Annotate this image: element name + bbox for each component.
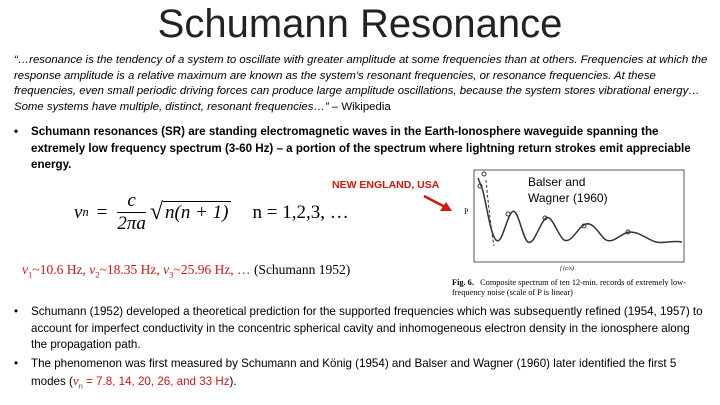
bullet-dot: • bbox=[14, 305, 19, 318]
mode-subscript: 3 bbox=[169, 269, 174, 280]
arrow-head bbox=[440, 202, 452, 211]
formula-sub: n bbox=[82, 205, 89, 219]
radicand: n(n + 1) bbox=[163, 201, 231, 223]
mode-symbol: ν bbox=[22, 262, 28, 277]
mode-symbol: ν bbox=[89, 262, 96, 277]
data-point bbox=[477, 183, 483, 189]
numerator: c bbox=[117, 190, 146, 213]
y-axis-label: P bbox=[464, 207, 469, 216]
formula-equals: = bbox=[96, 201, 108, 223]
data-point bbox=[581, 223, 587, 229]
fig-number: Fig. 6. bbox=[452, 278, 474, 287]
data-point bbox=[505, 211, 511, 217]
mode-source: (Schumann 1952) bbox=[253, 262, 351, 277]
symbol: ν bbox=[72, 372, 79, 388]
plot-frame bbox=[473, 169, 685, 263]
formula-symbol: ν bbox=[74, 201, 83, 223]
subscript: n bbox=[78, 380, 83, 390]
bullet-text: Schumann resonances (SR) are standing el… bbox=[31, 125, 691, 171]
sqrt-sign: √ bbox=[149, 199, 164, 225]
data-point bbox=[625, 229, 631, 235]
quote-text: “…resonance is the tendency of a system … bbox=[14, 54, 708, 113]
figure-caption: Fig. 6. Composite spectrum of ten 12-min… bbox=[452, 278, 692, 297]
formula-fraction: c 2πa bbox=[117, 190, 146, 235]
figure-credit: Balser and Wagner (1960) bbox=[528, 175, 608, 205]
values: = 7.8, 14, 20, 26, and 33 Hz bbox=[82, 374, 230, 388]
denominator: 2πa bbox=[117, 213, 146, 234]
mode-value: ~10.6 Hz, bbox=[32, 262, 86, 277]
bullet-dot: • bbox=[14, 357, 19, 370]
quote-source: – Wikipedia bbox=[331, 100, 391, 113]
bullet-text: Schumann (1952) developed a theoretical … bbox=[31, 305, 703, 351]
bullet-text: The phenomenon was first measured by Sch… bbox=[31, 356, 706, 394]
bullet: • Schumann resonances (SR) are standing … bbox=[14, 124, 706, 176]
bullet-dot: • bbox=[14, 125, 19, 138]
data-point bbox=[542, 215, 548, 221]
dashed-curve bbox=[485, 179, 495, 247]
mode-value: ~18.35 Hz, bbox=[99, 262, 160, 277]
data-point bbox=[481, 171, 487, 177]
arrow bbox=[423, 194, 448, 210]
spectrum-curve bbox=[477, 177, 683, 244]
location-label: NEW ENGLAND, USA bbox=[332, 179, 440, 191]
text: ). bbox=[229, 374, 237, 388]
slide-title: Schumann Resonance bbox=[157, 2, 563, 46]
bullet: • Schumann (1952) developed a theoretica… bbox=[14, 304, 706, 354]
mode-subscript: 2 bbox=[95, 269, 100, 280]
x-axis-label: f (c/s) bbox=[560, 265, 574, 272]
text: The phenomenon was first measured by Sch… bbox=[31, 357, 677, 388]
formula-range: n = 1,2,3, … bbox=[252, 201, 349, 223]
modes: ν1~10.6 Hz, ν2~18.35 Hz, ν3~25.96 Hz, … … bbox=[22, 262, 350, 280]
mode-subscript: 1 bbox=[28, 269, 33, 280]
bullet: • The phenomenon was first measured by S… bbox=[14, 356, 706, 392]
caption-text: Composite spectrum of ten 12-min. record… bbox=[452, 278, 686, 297]
mode-symbol: ν bbox=[163, 262, 170, 277]
quote: “…resonance is the tendency of a system … bbox=[14, 53, 708, 115]
mode-value: ~25.96 Hz, … bbox=[173, 262, 251, 277]
